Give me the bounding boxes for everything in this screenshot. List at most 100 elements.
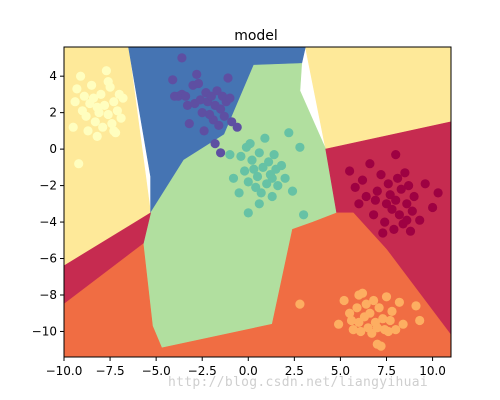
watermark-text: http://blog.csdn.net/liangyihuai — [168, 375, 428, 390]
data-point — [70, 97, 80, 107]
data-point — [87, 80, 97, 90]
data-point — [109, 126, 119, 136]
data-point — [354, 290, 364, 300]
data-point — [398, 319, 408, 329]
data-point — [428, 202, 438, 213]
y-tick-label: −8 — [39, 288, 57, 302]
data-point — [415, 215, 425, 225]
data-point — [225, 150, 235, 160]
data-point — [264, 157, 274, 167]
data-point — [387, 306, 397, 316]
data-point — [118, 93, 128, 103]
data-point — [276, 160, 287, 171]
data-point — [365, 159, 375, 169]
data-point — [83, 126, 93, 136]
data-point — [177, 53, 187, 63]
data-point — [267, 173, 277, 183]
data-point — [381, 292, 392, 302]
data-point — [216, 148, 226, 158]
data-point — [254, 199, 264, 209]
data-point — [81, 111, 91, 121]
data-point — [370, 195, 380, 205]
data-point — [103, 109, 113, 120]
data-point — [299, 210, 309, 220]
data-point — [79, 91, 89, 101]
data-point — [92, 102, 102, 112]
data-point — [357, 175, 368, 185]
data-point — [256, 188, 266, 198]
data-point — [72, 84, 82, 94]
y-axis: 4 2 0 −2 −4 −6 −8 −10 — [32, 69, 64, 338]
data-point — [407, 206, 417, 216]
data-point — [411, 301, 421, 311]
data-point — [182, 100, 193, 110]
data-point — [415, 315, 425, 326]
data-point — [214, 120, 224, 130]
data-point — [396, 184, 406, 194]
data-point — [101, 66, 111, 76]
y-tick-label: −6 — [39, 252, 57, 266]
plot-frame — [63, 46, 452, 358]
data-point — [254, 148, 264, 158]
data-point — [236, 151, 246, 161]
data-point — [234, 188, 244, 198]
plot-area — [64, 47, 451, 357]
data-point — [372, 339, 382, 349]
data-point — [107, 119, 117, 129]
data-point — [193, 78, 204, 89]
y-tick-label: 4 — [49, 69, 57, 83]
data-point — [391, 325, 401, 335]
data-point — [361, 299, 371, 309]
data-point — [219, 111, 229, 121]
data-point — [372, 323, 382, 333]
x-tick-label: 10.0 — [419, 364, 446, 378]
data-point — [372, 186, 382, 196]
data-point — [260, 133, 270, 143]
data-point — [168, 75, 178, 85]
data-point — [383, 326, 393, 337]
data-point — [195, 95, 205, 105]
data-point — [112, 106, 122, 116]
data-point — [295, 142, 305, 152]
data-point — [433, 188, 443, 198]
data-point — [394, 297, 404, 307]
data-point — [103, 77, 113, 87]
data-point — [223, 73, 233, 83]
y-tick-label: 0 — [49, 142, 57, 156]
data-point — [225, 93, 235, 103]
data-point — [378, 228, 388, 238]
data-point — [409, 191, 419, 202]
data-point — [400, 168, 410, 178]
chart-title: model — [234, 28, 278, 44]
y-tick-label: −10 — [32, 324, 57, 338]
data-point — [295, 299, 305, 309]
data-point — [96, 89, 106, 99]
data-point — [88, 93, 99, 103]
y-tick-label: 2 — [49, 106, 57, 120]
scatter-points — [68, 53, 443, 351]
data-point — [90, 117, 100, 127]
data-point — [252, 171, 263, 182]
data-point — [374, 303, 384, 313]
data-point — [240, 166, 250, 176]
y-tick-label: −2 — [39, 179, 57, 193]
data-point — [74, 159, 84, 169]
data-point — [339, 295, 349, 306]
x-tick-label: −5.0 — [142, 364, 171, 378]
data-point — [369, 210, 379, 220]
data-point — [184, 119, 194, 129]
data-point — [228, 173, 239, 183]
data-point — [350, 182, 360, 192]
data-point — [243, 208, 253, 218]
data-point — [393, 173, 403, 183]
data-point — [273, 181, 283, 191]
data-point — [334, 319, 344, 329]
data-point — [99, 100, 110, 110]
x-tick-label: 7.5 — [377, 364, 396, 378]
data-point — [345, 308, 355, 318]
data-point — [116, 113, 126, 123]
data-point — [181, 91, 191, 101]
data-point — [280, 173, 290, 183]
data-point — [345, 166, 355, 176]
